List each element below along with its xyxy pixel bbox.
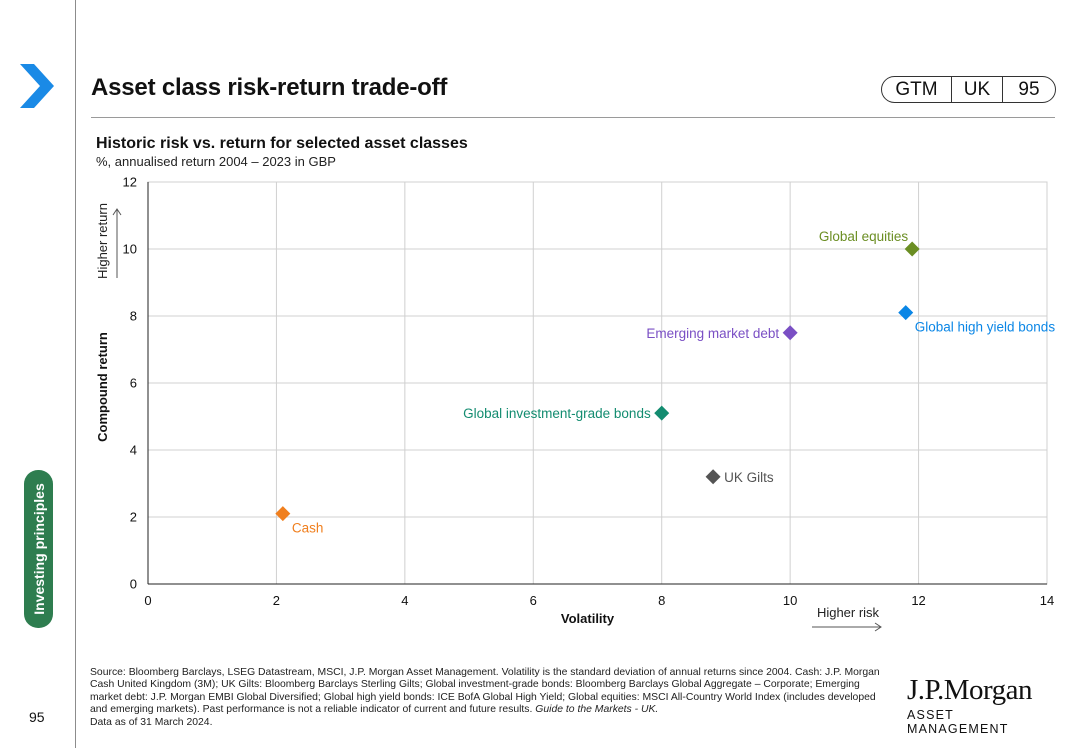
- logo-wordmark: J.P.Morgan: [907, 674, 1033, 706]
- badge-region: UK: [952, 77, 1003, 102]
- x-tick-label: 8: [658, 593, 665, 608]
- source-guide-title: Guide to the Markets - UK.: [535, 704, 659, 716]
- section-tab[interactable]: Investing principles: [24, 470, 53, 628]
- y-tick-label: 0: [130, 577, 137, 592]
- data-point-label: Global investment-grade bonds: [463, 406, 651, 421]
- higher-return-annotation: Higher return: [95, 203, 110, 279]
- y-axis-title: Compound return: [95, 332, 110, 442]
- data-point-marker: [654, 405, 670, 421]
- jpmorgan-logo: J.P.Morgan ASSET MANAGEMENT: [907, 674, 1057, 736]
- y-tick-label: 4: [130, 443, 137, 458]
- source-date: Data as of 31 March 2024.: [90, 716, 213, 728]
- y-tick-label: 8: [130, 309, 137, 324]
- x-tick-label: 10: [783, 593, 797, 608]
- y-tick-label: 10: [123, 242, 137, 257]
- higher-risk-arrowhead: [874, 622, 882, 632]
- source-text: Source: Bloomberg Barclays, LSEG Datastr…: [90, 667, 880, 716]
- higher-risk-annotation: Higher risk: [817, 605, 880, 620]
- x-tick-label: 6: [530, 593, 537, 608]
- data-point-marker: [275, 506, 291, 522]
- y-tick-label: 12: [123, 175, 137, 190]
- source-note: Source: Bloomberg Barclays, LSEG Datastr…: [90, 667, 890, 729]
- data-point-marker: [705, 469, 721, 485]
- data-point-marker: [904, 241, 920, 257]
- guide-badge: GTM UK 95: [881, 76, 1056, 103]
- logo-subline: ASSET MANAGEMENT: [907, 708, 1009, 736]
- page-title: Asset class risk-return trade-off: [91, 74, 448, 101]
- risk-return-scatter-chart: 0 2 4 6 8 10 12 14 0 2 4 6 8 10 12 Volatility Compound r…: [95, 175, 1056, 632]
- x-tick-label: 2: [273, 593, 280, 608]
- x-tick-label: 0: [144, 593, 151, 608]
- left-margin-rule: [75, 0, 76, 748]
- chart-title: Historic risk vs. return for selected as…: [96, 135, 468, 152]
- badge-page: 95: [1018, 79, 1040, 100]
- data-point-marker: [898, 305, 914, 321]
- x-tick-label: 4: [401, 593, 408, 608]
- data-point-label: Global high yield bonds: [915, 320, 1056, 335]
- higher-return-arrowhead: [112, 208, 122, 216]
- title-divider: [91, 117, 1055, 118]
- x-tick-label: 12: [911, 593, 925, 608]
- data-point-label: Global equities: [819, 229, 909, 244]
- data-point-label: Emerging market debt: [646, 326, 779, 341]
- page-number: 95: [29, 709, 45, 725]
- badge-guide: GTM: [882, 77, 952, 102]
- chevron-right-icon: [20, 64, 54, 108]
- x-tick-label: 14: [1040, 593, 1054, 608]
- y-tick-label: 6: [130, 376, 137, 391]
- data-point-marker: [782, 325, 798, 341]
- x-axis-title: Volatility: [561, 611, 615, 626]
- data-point-label: Cash: [292, 521, 324, 536]
- chart-subtitle: %, annualised return 2004 – 2023 in GBP: [96, 154, 336, 169]
- y-tick-label: 2: [130, 510, 137, 525]
- data-point-label: UK Gilts: [724, 470, 774, 485]
